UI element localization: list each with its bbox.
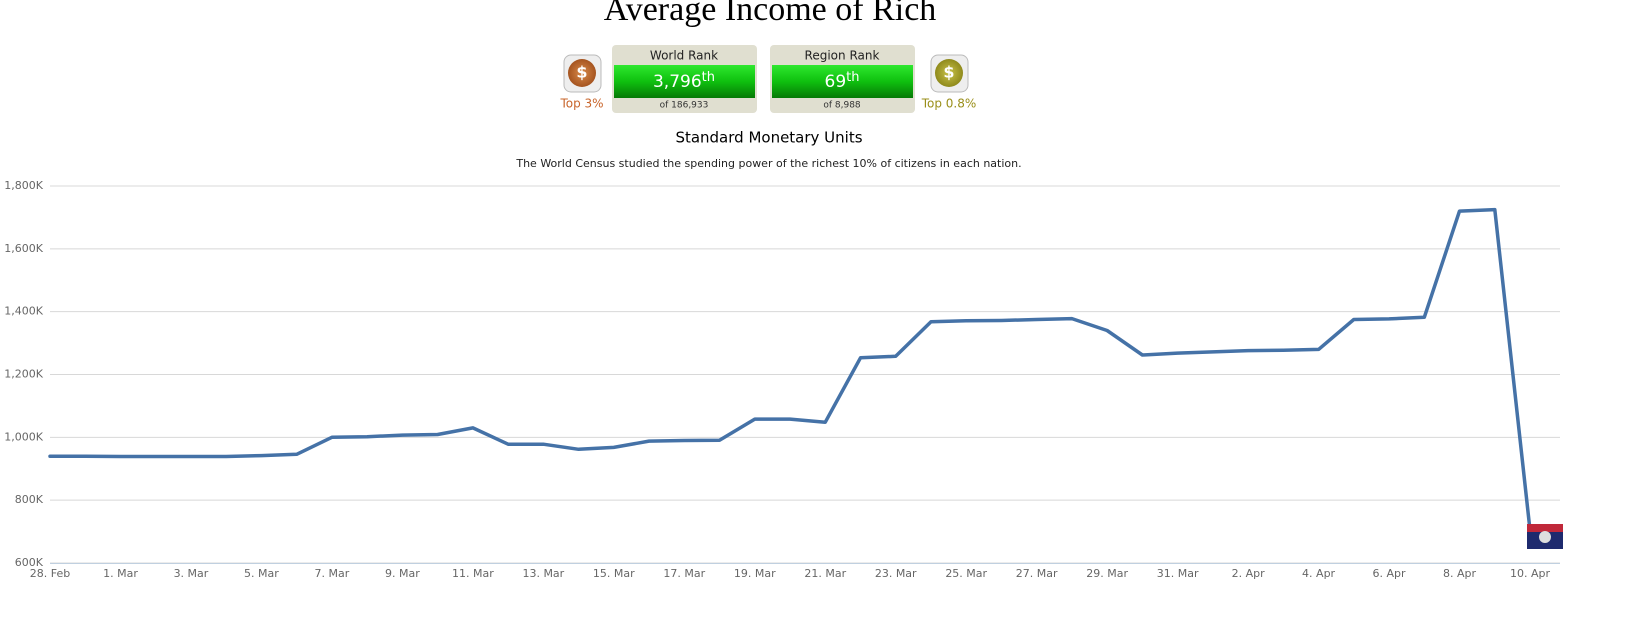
x-tick-label: 8. Apr xyxy=(1443,567,1476,580)
rank-label: World Rank xyxy=(650,49,718,63)
plot: 600K 800K 1,000K 1,200K 1,400K 1,600K 1,800K 28… xyxy=(4,179,1560,580)
x-tick-label: 6. Apr xyxy=(1373,567,1406,580)
rank-number: 3,796 xyxy=(653,72,702,92)
x-tick-label: 2. Apr xyxy=(1232,567,1265,580)
coin-symbol: $ xyxy=(943,63,954,82)
x-tick-label: 23. Mar xyxy=(875,567,917,580)
x-tick-label: 10. Apr xyxy=(1510,567,1550,580)
coin-icon xyxy=(568,59,596,87)
chart-title: Standard Monetary Units xyxy=(675,129,862,147)
rank-suffix: th xyxy=(702,70,715,85)
x-tick-label: 19. Mar xyxy=(734,567,776,580)
coin-symbol: $ xyxy=(576,63,587,82)
x-tick-label: 21. Mar xyxy=(804,567,846,580)
rank-value: 3,796th xyxy=(653,70,715,93)
line-series xyxy=(48,207,1532,532)
x-tick-label: 31. Mar xyxy=(1157,567,1199,580)
x-tick-label: 28. Feb xyxy=(30,567,70,580)
x-tick-label: 11. Mar xyxy=(452,567,494,580)
rank-label: Region Rank xyxy=(805,49,880,63)
rank-total: of 8,988 xyxy=(823,101,861,111)
flag-icon xyxy=(1527,524,1563,549)
y-tick-label: 1,200K xyxy=(4,368,43,381)
y-tick-label: 1,800K xyxy=(4,179,43,192)
y-tick-label: 800K xyxy=(15,493,44,506)
x-tick-label: 1. Mar xyxy=(103,567,138,580)
top-percent: Top 3% xyxy=(559,97,603,111)
x-tick-label: 5. Mar xyxy=(244,567,279,580)
rank-box: Region Rank 69th of 8,988 xyxy=(770,45,915,113)
y-tick-label: 600K xyxy=(15,556,44,569)
x-tick-label: 29. Mar xyxy=(1086,567,1128,580)
y-tick-label: 1,000K xyxy=(4,430,43,443)
page-title: Average Income of Rich xyxy=(604,0,937,28)
top-percent: Top 0.8% xyxy=(921,97,977,111)
x-tick-label: 9. Mar xyxy=(385,567,420,580)
rank-value: 69th xyxy=(825,70,860,93)
x-tick-label: 25. Mar xyxy=(945,567,987,580)
x-tick-label: 4. Apr xyxy=(1302,567,1335,580)
x-tick-label: 7. Mar xyxy=(315,567,350,580)
x-tick-label: 27. Mar xyxy=(1016,567,1058,580)
rank-total: of 186,933 xyxy=(660,101,709,111)
x-tick-label: 17. Mar xyxy=(663,567,705,580)
y-tick-label: 1,600K xyxy=(4,242,43,255)
coin-icon xyxy=(935,59,963,87)
rank-number: 69 xyxy=(825,72,847,92)
chart-subtitle: The World Census studied the spending po… xyxy=(515,157,1021,170)
y-tick-label: 1,400K xyxy=(4,305,43,318)
x-tick-label: 15. Mar xyxy=(593,567,635,580)
rank-suffix: th xyxy=(846,70,859,85)
x-tick-label: 13. Mar xyxy=(522,567,564,580)
rank-box: World Rank 3,796th of 186,933 xyxy=(612,45,757,113)
x-tick-label: 3. Mar xyxy=(174,567,209,580)
